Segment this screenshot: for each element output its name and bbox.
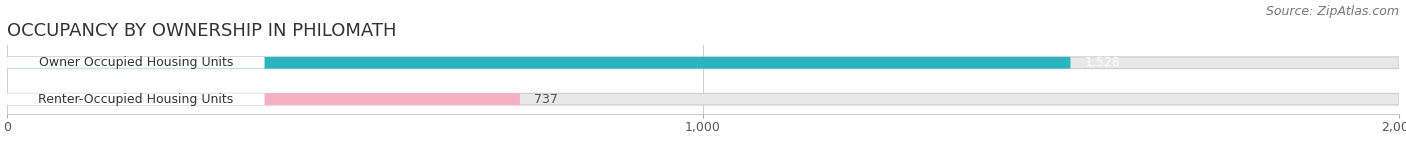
Text: 1,528: 1,528 — [1084, 56, 1121, 69]
FancyBboxPatch shape — [7, 57, 264, 69]
FancyBboxPatch shape — [7, 57, 1070, 69]
Text: OCCUPANCY BY OWNERSHIP IN PHILOMATH: OCCUPANCY BY OWNERSHIP IN PHILOMATH — [7, 22, 396, 40]
Text: Renter-Occupied Housing Units: Renter-Occupied Housing Units — [38, 93, 233, 106]
Text: Source: ZipAtlas.com: Source: ZipAtlas.com — [1265, 5, 1399, 18]
FancyBboxPatch shape — [7, 93, 520, 105]
FancyBboxPatch shape — [7, 93, 264, 105]
FancyBboxPatch shape — [7, 93, 1399, 105]
Text: 737: 737 — [534, 93, 558, 106]
FancyBboxPatch shape — [7, 57, 1399, 69]
Text: Owner Occupied Housing Units: Owner Occupied Housing Units — [38, 56, 233, 69]
